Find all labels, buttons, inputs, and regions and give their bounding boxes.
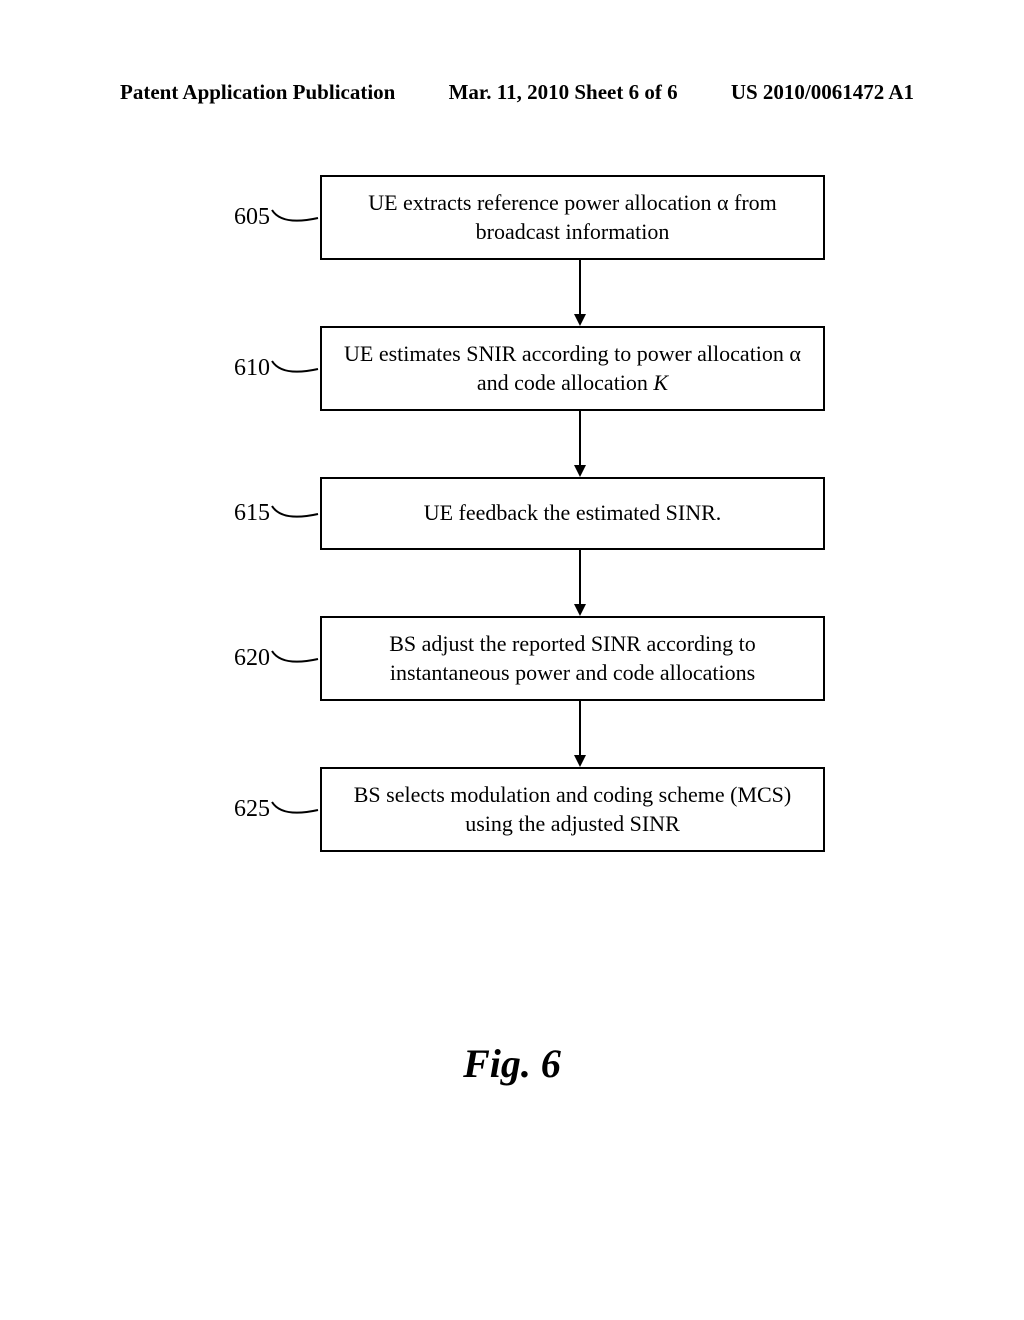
ref-label: 605 <box>200 204 270 231</box>
leader-line <box>270 208 320 228</box>
header-center: Mar. 11, 2010 Sheet 6 of 6 <box>449 80 678 105</box>
ref-label: 615 <box>200 500 270 527</box>
flow-step: 615 UE feedback the estimated SINR. <box>200 477 900 550</box>
leader-line <box>270 649 320 669</box>
ref-label: 620 <box>200 645 270 672</box>
flow-step: 605 UE extracts reference power allocati… <box>200 175 900 260</box>
flow-box: BS selects modulation and coding scheme … <box>320 767 825 852</box>
leader-line <box>270 504 320 524</box>
flowchart: 605 UE extracts reference power allocati… <box>200 175 900 852</box>
flow-step: 620 BS adjust the reported SINR accordin… <box>200 616 900 701</box>
ref-label: 610 <box>200 355 270 382</box>
arrow-down-icon <box>570 550 590 616</box>
arrow-down-icon <box>570 411 590 477</box>
flow-step: 610 UE estimates SNIR according to power… <box>200 326 900 411</box>
ref-label: 625 <box>200 796 270 823</box>
figure-label: Fig. 6 <box>0 1040 1024 1087</box>
flow-box: UE extracts reference power allocation α… <box>320 175 825 260</box>
arrow-down-icon <box>570 701 590 767</box>
leader-line <box>270 359 320 379</box>
leader-line <box>270 800 320 820</box>
arrow-down-icon <box>570 260 590 326</box>
header-right: US 2010/0061472 A1 <box>731 80 914 105</box>
flow-box-text: UE estimates SNIR according to power all… <box>344 341 801 395</box>
page-header: Patent Application Publication Mar. 11, … <box>0 80 1024 105</box>
flow-box: UE feedback the estimated SINR. <box>320 477 825 550</box>
flow-box: BS adjust the reported SINR according to… <box>320 616 825 701</box>
flow-step: 625 BS selects modulation and coding sch… <box>200 767 900 852</box>
header-left: Patent Application Publication <box>120 80 395 105</box>
flow-box: UE estimates SNIR according to power all… <box>320 326 825 411</box>
